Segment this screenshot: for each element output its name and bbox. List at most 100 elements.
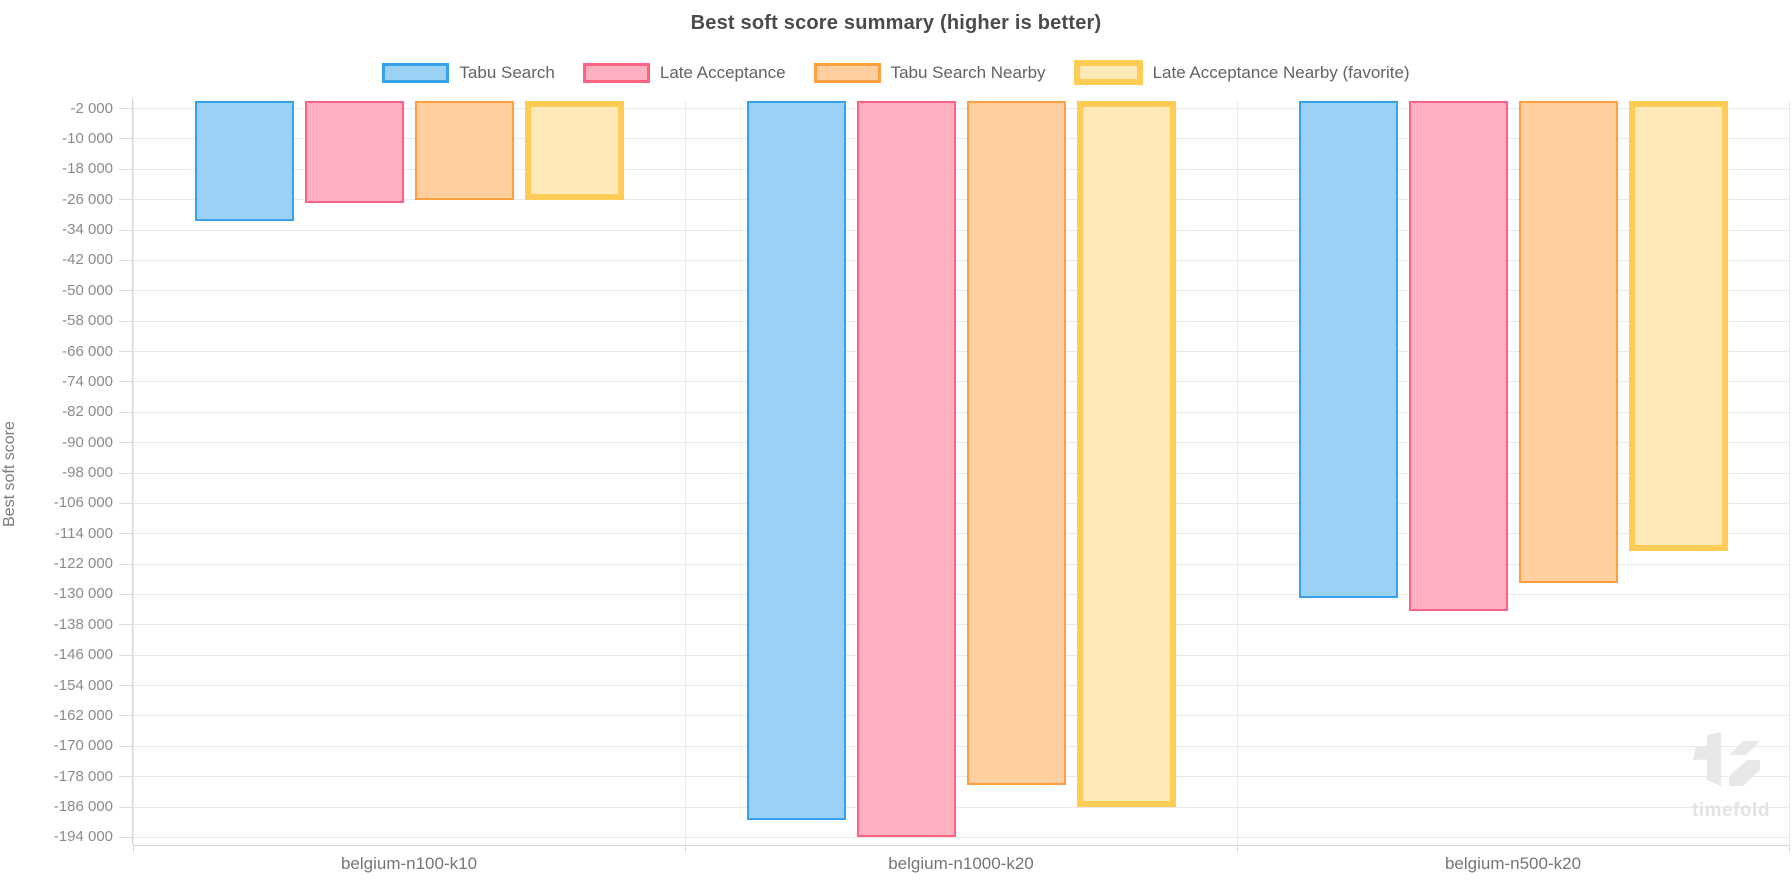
y-gridline [133,259,1789,261]
bar-tabu-search-belgium-n500-k20[interactable] [1298,101,1398,598]
x-axis-line [133,845,1789,846]
x-gridline [1236,101,1238,845]
y-gridline [133,381,1789,383]
bar-late-acceptance-belgium-n500-k20[interactable] [1408,101,1508,611]
legend-item-tabu-search-nearby[interactable]: Tabu Search Nearby [813,62,1046,83]
y-axis-title: Best soft score [1,421,18,527]
y-tick-label: -114 000 [54,524,113,542]
y-gridline [133,199,1789,201]
y-tick-mark [119,199,133,201]
bar-late-acceptance-nearby-favorite-belgium-n500-k20[interactable] [1628,101,1728,552]
legend-label: Tabu Search [459,63,555,82]
bar-tabu-search-nearby-belgium-n1000-k20[interactable] [966,101,1066,786]
y-tick-mark [119,776,133,778]
y-gridline [133,685,1789,687]
bar-tabu-search-belgium-n1000-k20[interactable] [746,101,846,821]
y-tick-label: -18 000 [62,160,113,178]
y-tick-label: -34 000 [62,221,113,239]
bar-late-acceptance-nearby-favorite-belgium-n1000-k20[interactable] [1076,101,1176,807]
y-tick-label: -154 000 [53,676,113,694]
bar-late-acceptance-belgium-n100-k10[interactable] [304,101,404,203]
y-tick-label: -98 000 [62,464,113,481]
y-tick-label: -66 000 [62,342,113,360]
legend-item-late-acceptance-nearby-favorite[interactable]: Late Acceptance Nearby (favorite) [1073,60,1410,85]
y-gridline [133,411,1789,413]
y-gridline [133,776,1789,778]
y-tick-mark [119,563,133,565]
legend-item-tabu-search[interactable]: Tabu Search [382,62,555,83]
y-axis-line [132,98,133,845]
y-tick-mark [119,715,133,717]
legend-label: Late Acceptance Nearby (favorite) [1152,63,1410,82]
x-gridline [132,101,134,845]
legend-item-late-acceptance[interactable]: Late Acceptance [582,62,786,83]
y-tick-mark [119,806,133,808]
legend-swatch-icon [813,62,881,83]
x-tick-mark [1788,845,1790,853]
y-tick-label: -26 000 [62,190,113,208]
x-tick-mark [684,845,686,853]
y-tick-label: -74 000 [62,372,113,390]
y-tick-label: -138 000 [53,615,113,633]
x-tick-mark [1236,845,1238,853]
y-tick-mark [119,168,133,170]
x-tick-label-belgium-n1000-k20: belgium-n1000-k20 [888,854,1034,873]
y-tick-label: -82 000 [62,403,113,421]
y-tick-mark [119,411,133,413]
y-tick-label: -146 000 [53,646,113,664]
y-gridline [133,745,1789,747]
x-tick-label-belgium-n500-k20: belgium-n500-k20 [1444,854,1582,873]
chart-title: Best soft score summary (higher is bette… [690,12,1102,34]
y-gridline [133,502,1789,504]
y-gridline [133,715,1789,717]
legend-label: Tabu Search Nearby [890,63,1046,82]
y-tick-mark [119,836,133,838]
y-gridline [133,593,1789,595]
y-gridline [133,472,1789,474]
timefold-logo-icon [1693,732,1760,786]
bar-tabu-search-belgium-n100-k10[interactable] [194,101,294,221]
legend-label: Late Acceptance [659,63,786,82]
y-tick-label: -2 000 [70,99,113,117]
y-tick-label: -194 000 [53,828,113,846]
bar-late-acceptance-nearby-favorite-belgium-n100-k10[interactable] [524,101,624,201]
y-gridline [133,351,1789,353]
y-tick-mark [119,138,133,140]
y-gridline [133,108,1789,110]
y-tick-label: -50 000 [62,281,113,299]
y-gridline [133,836,1789,838]
y-tick-label: -90 000 [62,433,113,451]
y-gridline [133,806,1789,808]
y-tick-mark [119,290,133,292]
y-tick-label: -106 000 [53,494,113,512]
y-tick-mark [119,593,133,595]
y-tick-mark [119,654,133,656]
chart-legend: Tabu Search Late Acceptance Tabu Search Ne… [0,60,1792,85]
y-gridline [133,138,1789,140]
y-tick-mark [119,472,133,474]
y-tick-mark [119,442,133,444]
y-tick-mark [119,745,133,747]
y-gridline [133,563,1789,565]
y-tick-mark [119,229,133,231]
bar-late-acceptance-belgium-n1000-k20[interactable] [856,101,956,837]
x-tick-mark [132,845,134,853]
x-tick-label-belgium-n100-k10: belgium-n100-k10 [340,854,478,873]
y-tick-mark [119,351,133,353]
y-gridline [133,533,1789,535]
bar-tabu-search-nearby-belgium-n100-k10[interactable] [414,101,514,200]
timefold-watermark: timefold [1691,729,1771,822]
y-gridline [133,290,1789,292]
y-tick-mark [119,259,133,261]
bar-tabu-search-nearby-belgium-n500-k20[interactable] [1518,101,1618,583]
y-tick-mark [119,624,133,626]
y-gridline [133,229,1789,231]
y-tick-label: -58 000 [62,312,113,330]
y-gridline [133,320,1789,322]
x-gridline [1788,101,1790,845]
y-tick-label: -170 000 [53,737,113,755]
legend-swatch-icon [582,62,650,83]
y-gridline [133,654,1789,656]
legend-swatch-icon [382,62,450,83]
